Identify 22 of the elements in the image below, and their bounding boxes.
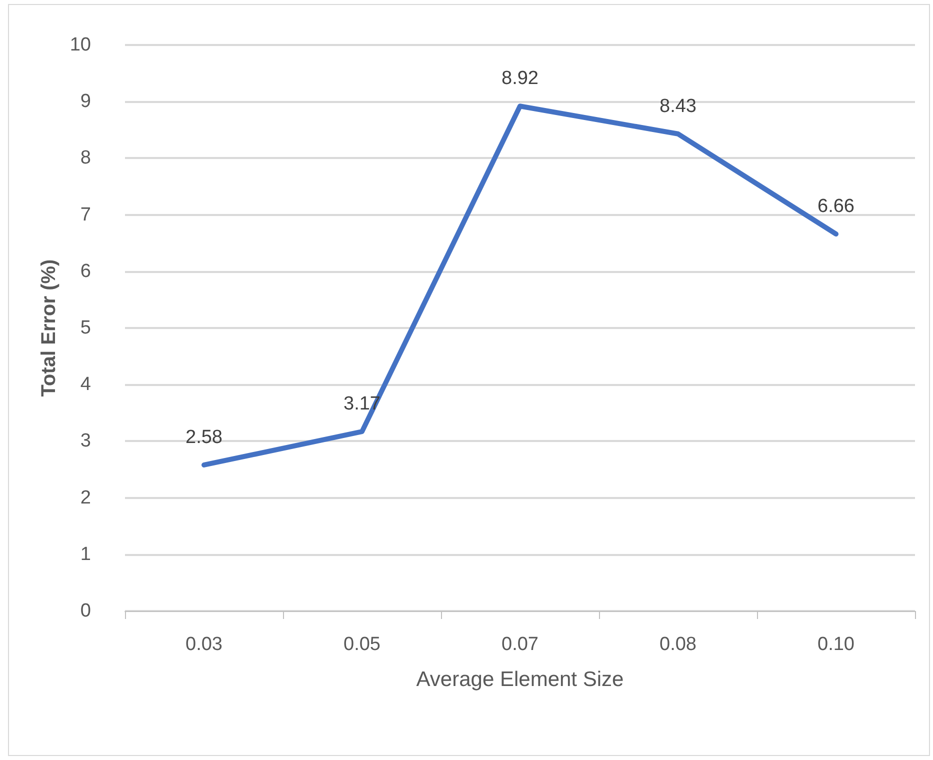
- data-label: 2.58: [186, 426, 222, 448]
- y-tick-label: 8: [80, 148, 91, 169]
- y-tick-label: 2: [80, 487, 91, 508]
- y-tick-label: 4: [80, 374, 92, 396]
- y-axis-title: Total Error (%): [38, 259, 60, 397]
- x-tick-label: 0.03: [186, 634, 222, 655]
- y-tick-label: 3: [80, 430, 91, 452]
- data-label: 8.43: [660, 96, 696, 117]
- data-label: 6.66: [818, 196, 854, 218]
- y-tick-label: 0: [80, 600, 91, 622]
- y-tick-label: 1: [80, 544, 91, 565]
- y-tick-label: 10: [70, 34, 91, 56]
- x-tick-label: 0.10: [818, 634, 854, 655]
- y-tick-label: 7: [80, 204, 91, 226]
- x-tick-label: 0.07: [502, 634, 538, 655]
- y-tick-label: 6: [80, 260, 91, 282]
- x-axis-title: Average Element Size: [416, 668, 624, 691]
- data-label: 8.92: [502, 68, 538, 90]
- x-tick-label: 0.08: [660, 634, 696, 655]
- y-tick-label: 5: [80, 318, 91, 338]
- x-tick-label: 0.05: [344, 634, 380, 655]
- y-tick-label: 9: [80, 91, 91, 112]
